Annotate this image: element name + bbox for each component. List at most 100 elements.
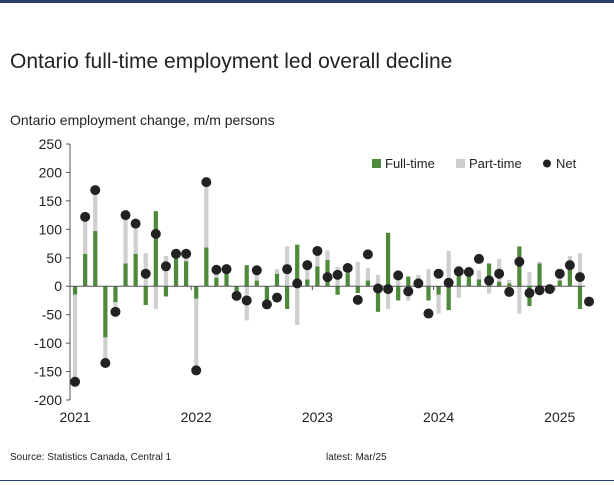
full-time-bar — [274, 273, 280, 287]
net-point — [484, 275, 495, 286]
net-point — [302, 260, 313, 271]
part-time-bar — [365, 268, 371, 281]
full-time-bar — [446, 286, 451, 311]
net-point — [80, 211, 91, 222]
net-point — [150, 228, 161, 239]
x-tick-label: 2021 — [59, 409, 90, 425]
full-time-bar — [385, 232, 391, 287]
full-time-bar — [486, 263, 492, 287]
y-tick-label: -100 — [34, 335, 62, 351]
net-point — [221, 264, 232, 275]
latest-note: latest: Mar/25 — [326, 452, 387, 463]
y-tick-label: -50 — [42, 307, 62, 323]
full-time-bar — [72, 286, 78, 295]
full-time-bar — [244, 265, 249, 287]
part-time-bar — [436, 294, 441, 314]
full-time-bar — [396, 286, 401, 301]
net-point — [70, 376, 81, 387]
part-time-bar — [83, 216, 88, 254]
full-time-bar — [365, 280, 371, 287]
y-tick-label: 50 — [46, 250, 62, 266]
net-point — [494, 268, 505, 279]
net-point — [564, 260, 575, 271]
part-time-bar — [254, 270, 259, 281]
net-point — [312, 245, 323, 256]
x-tick-label: 2023 — [302, 409, 333, 425]
net-point — [342, 263, 353, 274]
y-tick-label: 150 — [39, 193, 63, 209]
part-time-bar — [295, 286, 300, 325]
full-time-bar — [557, 280, 562, 287]
full-time-bar — [315, 266, 320, 287]
full-time-bar — [375, 286, 381, 312]
part-time-bar — [527, 272, 532, 287]
net-point — [372, 283, 383, 294]
net-point — [362, 249, 373, 260]
full-time-bar — [406, 276, 411, 287]
part-time-bar — [153, 286, 158, 309]
net-point — [130, 218, 141, 229]
full-time-bar — [426, 286, 431, 301]
y-tick-label: -200 — [34, 392, 62, 408]
full-time-bar — [173, 253, 179, 287]
full-time-bar — [204, 247, 209, 287]
y-tick-label: 0 — [54, 278, 62, 294]
full-time-bar — [567, 260, 572, 287]
net-point — [322, 272, 333, 283]
part-time-bar — [517, 286, 522, 314]
part-time-bar — [315, 250, 320, 267]
part-time-bar — [204, 182, 209, 248]
part-time-bar — [103, 337, 108, 364]
part-time-bar — [355, 261, 360, 287]
net-point — [90, 185, 101, 196]
full-time-bar — [305, 279, 310, 287]
net-point — [191, 365, 202, 376]
net-point — [393, 270, 404, 281]
net-point — [443, 277, 454, 288]
full-time-bar — [264, 286, 270, 304]
net-point — [100, 358, 111, 369]
net-point — [584, 296, 595, 307]
legend-label-net: Net — [556, 156, 577, 171]
net-point — [524, 288, 535, 299]
chart-title: Ontario full-time employment led overall… — [10, 50, 453, 73]
full-time-bar — [93, 231, 98, 287]
full-time-bar — [537, 263, 542, 287]
net-point — [110, 306, 121, 317]
net-point — [574, 272, 585, 283]
full-time-bar — [224, 273, 229, 287]
legend-swatch-net — [543, 159, 551, 168]
net-point — [433, 268, 444, 279]
part-time-bar — [446, 250, 451, 287]
full-time-bar — [284, 286, 290, 309]
part-time-bar — [456, 286, 461, 298]
part-time-bar — [426, 269, 431, 287]
full-time-bar — [436, 286, 441, 295]
chart-subtitle: Ontario employment change, m/m persons — [10, 112, 275, 128]
full-time-bar — [507, 283, 512, 287]
full-time-bar — [123, 263, 128, 287]
net-point — [463, 267, 474, 277]
part-time-bar — [305, 265, 310, 280]
net-point — [383, 284, 394, 295]
source-note: Source: Statistics Canada, Central 1 — [10, 452, 172, 463]
net-point — [352, 294, 363, 305]
net-point — [534, 285, 545, 296]
net-point — [272, 292, 283, 303]
net-point — [332, 269, 343, 280]
net-point — [251, 265, 262, 276]
net-point — [453, 266, 464, 277]
part-time-bar — [567, 256, 572, 261]
part-time-bar — [274, 269, 280, 274]
net-point — [413, 278, 424, 289]
y-tick-label: 200 — [39, 164, 63, 180]
full-time-bar — [214, 277, 219, 287]
net-point — [261, 299, 272, 310]
x-tick-label: 2022 — [181, 409, 212, 425]
part-time-bar — [123, 215, 128, 264]
legend-label-full-time: Full-time — [385, 156, 435, 171]
net-point — [554, 268, 565, 279]
part-time-bar — [537, 261, 542, 264]
net-point — [181, 248, 192, 259]
